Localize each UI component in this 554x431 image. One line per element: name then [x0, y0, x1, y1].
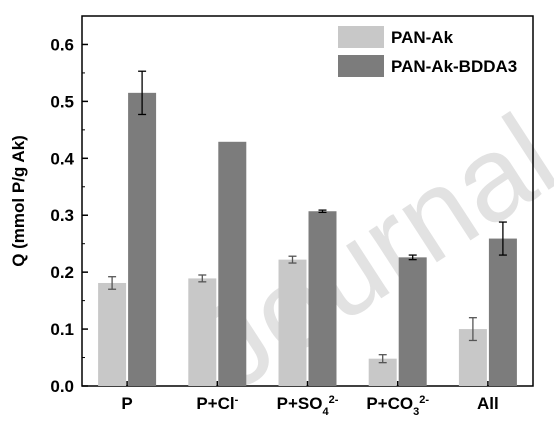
x-tick-label: P	[121, 394, 132, 413]
y-tick-label: 0.4	[50, 149, 74, 168]
legend-swatch	[338, 55, 384, 77]
x-tick-label: P+SO42-	[277, 394, 339, 418]
x-axis: P P+Cl- P+SO42- P+CO32- All	[121, 381, 499, 418]
x-tick-label: All	[477, 394, 499, 413]
bar-pan-ak-bdda3	[128, 92, 157, 386]
legend: PAN-Ak PAN-Ak-BDDA3	[338, 26, 517, 77]
y-tick-label: 0.0	[50, 377, 74, 396]
y-tick-label: 0.2	[50, 263, 74, 282]
y-tick-label: 0.5	[50, 92, 74, 111]
bar-pan-ak-bdda3	[488, 238, 517, 386]
bar-pan-ak-bdda3	[398, 257, 427, 386]
y-axis-title: Q (mmol P/g Ak)	[9, 135, 28, 267]
plot-area	[81, 15, 534, 387]
bar-pan-ak	[278, 259, 307, 386]
x-tick-label: P+Cl-	[196, 394, 238, 413]
legend-label: PAN-Ak	[391, 28, 454, 47]
y-tick-label: 0.1	[50, 320, 74, 339]
legend-swatch	[338, 26, 384, 48]
bar-pan-ak	[188, 278, 217, 386]
bar-pan-ak-bdda3	[218, 141, 247, 386]
legend-label: PAN-Ak-BDDA3	[391, 57, 517, 76]
bar-pan-ak-bdda3	[308, 211, 337, 386]
y-tick-label: 0.6	[50, 35, 74, 54]
x-tick-label: P+CO32-	[366, 394, 429, 418]
y-tick-label: 0.3	[50, 206, 74, 225]
bar-pan-ak	[98, 282, 127, 386]
y-axis: 0.0 0.1 0.2 0.3 0.4 0.5 0.6	[50, 15, 88, 396]
